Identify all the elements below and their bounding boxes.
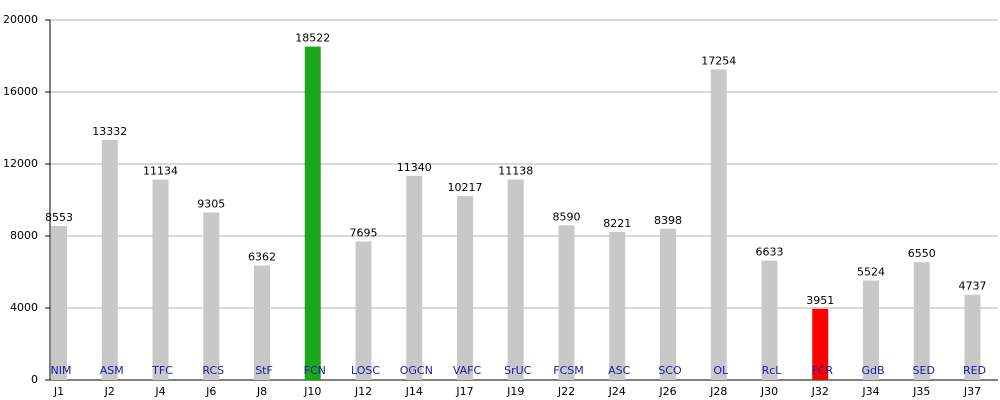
- x-tick-label: J37: [963, 385, 981, 398]
- value-label: 7695: [350, 226, 378, 239]
- value-label: 11340: [397, 161, 432, 174]
- x-tick-label: J34: [861, 385, 879, 398]
- team-label: GdB: [861, 364, 884, 377]
- team-label: FCN: [304, 364, 326, 377]
- x-tick-label: J14: [405, 385, 423, 398]
- team-label: ASM: [100, 364, 124, 377]
- value-label: 5524: [857, 266, 885, 279]
- value-label: 13332: [92, 125, 127, 138]
- value-label: 6550: [908, 247, 936, 260]
- team-label: RED: [963, 364, 986, 377]
- team-label: OL: [713, 364, 729, 377]
- value-label: 11138: [498, 165, 533, 178]
- bar: [913, 262, 930, 380]
- bar: [254, 265, 270, 380]
- y-tick-label: 16000: [3, 85, 38, 98]
- x-tick-label: J2: [104, 385, 115, 398]
- team-label: SED: [913, 364, 935, 377]
- x-tick-label: J22: [557, 385, 575, 398]
- value-label: 8398: [654, 214, 682, 227]
- team-label: RcL: [762, 364, 783, 377]
- y-tick-label: 20000: [3, 13, 38, 26]
- team-label: VAFC: [453, 364, 482, 377]
- team-label: ASC: [608, 364, 631, 377]
- team-label: FCSM: [553, 364, 583, 377]
- value-label: 17254: [701, 54, 736, 67]
- value-label: 4737: [959, 280, 987, 293]
- x-tick-label: J24: [608, 385, 626, 398]
- bar: [304, 46, 321, 380]
- y-tick-label: 12000: [3, 157, 38, 170]
- team-label: FCR: [811, 364, 833, 377]
- bar: [152, 179, 169, 380]
- x-tick-label: J19: [506, 385, 524, 398]
- value-label: 8590: [553, 210, 581, 223]
- x-tick-label: J12: [354, 385, 372, 398]
- bar: [609, 232, 626, 380]
- bar: [457, 196, 473, 380]
- y-tick-label: 0: [31, 373, 38, 386]
- bar: [964, 294, 981, 380]
- value-label: 18522: [295, 32, 330, 45]
- x-tick-label: J17: [455, 385, 473, 398]
- value-label: 11134: [143, 165, 178, 178]
- bar: [660, 228, 676, 380]
- x-tick-label: J35: [912, 385, 930, 398]
- team-label: NIM: [51, 364, 72, 377]
- x-tick-label: J1: [53, 385, 64, 398]
- x-tick-label: J28: [709, 385, 727, 398]
- bar: [355, 241, 372, 380]
- y-tick-label: 8000: [10, 229, 38, 242]
- x-tick-label: J6: [205, 385, 216, 398]
- team-label: OGCN: [400, 364, 433, 377]
- value-label: 9305: [197, 198, 225, 211]
- value-label: 8553: [45, 211, 73, 224]
- team-label: SrUC: [504, 364, 532, 377]
- bar: [812, 308, 829, 380]
- bar: [203, 212, 220, 380]
- y-tick-label: 4000: [10, 301, 38, 314]
- value-label: 3951: [806, 294, 834, 307]
- x-tick-label: J30: [760, 385, 778, 398]
- team-label: StF: [255, 364, 273, 377]
- bar: [710, 69, 727, 380]
- bar: [406, 175, 423, 380]
- value-label: 6362: [248, 250, 276, 263]
- x-tick-label: J26: [658, 385, 676, 398]
- bar: [761, 260, 778, 380]
- team-label: LOSC: [351, 364, 380, 377]
- value-label: 10217: [448, 181, 483, 194]
- bar: [863, 280, 879, 380]
- x-tick-label: J32: [811, 385, 829, 398]
- team-label: RCS: [202, 364, 224, 377]
- x-tick-label: J10: [303, 385, 321, 398]
- value-label: 8221: [603, 217, 631, 230]
- bar: [507, 179, 524, 380]
- x-tick-label: J8: [256, 385, 267, 398]
- value-label: 6633: [756, 246, 784, 259]
- bar: [558, 225, 575, 380]
- bar: [51, 226, 67, 380]
- bar: [101, 140, 118, 380]
- team-label: SCO: [658, 364, 682, 377]
- x-tick-label: J4: [154, 385, 165, 398]
- team-label: TFC: [151, 364, 173, 377]
